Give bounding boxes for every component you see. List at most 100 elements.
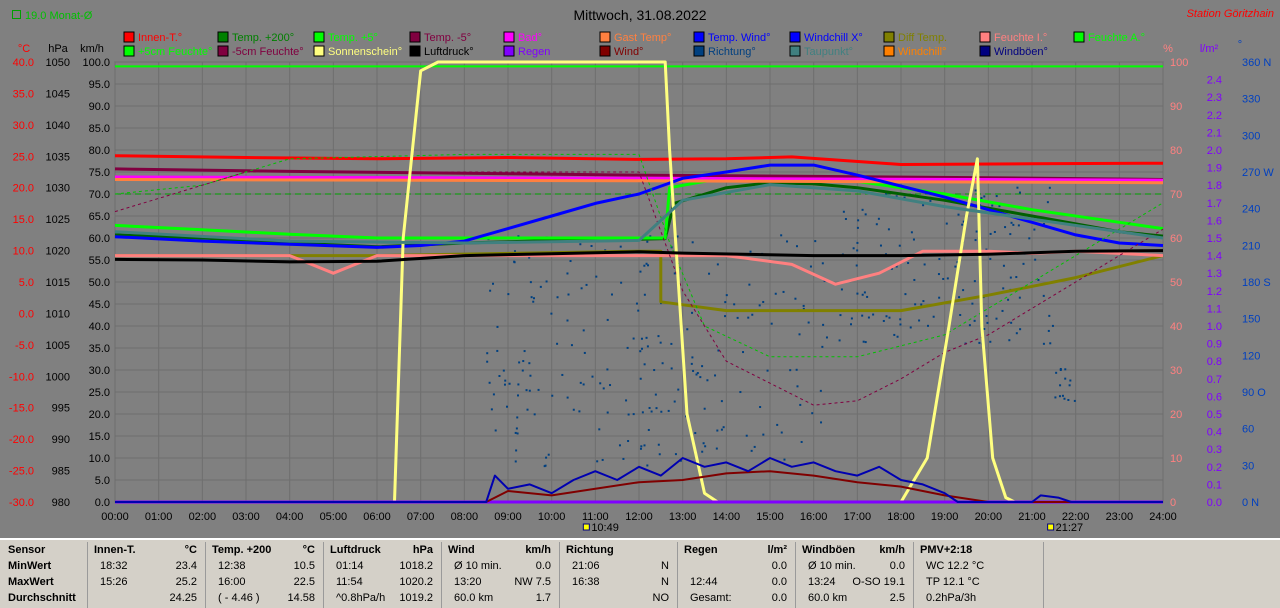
direction-point (569, 260, 572, 263)
legend-swatch (313, 31, 325, 43)
direction-point (739, 391, 742, 394)
sun-event-time: 21:27 (1056, 522, 1084, 534)
direction-point (932, 315, 935, 318)
tick-time: 19:00 (931, 511, 959, 523)
direction-point (749, 250, 752, 253)
direction-point (856, 226, 859, 229)
legend-swatch (599, 45, 611, 57)
cell-value: 24.25 (169, 592, 197, 604)
direction-point (528, 362, 531, 365)
tick-rain: 0.2 (1207, 462, 1222, 474)
direction-point (879, 244, 882, 247)
direction-point (978, 341, 981, 344)
direction-point (1028, 237, 1031, 240)
direction-point (1033, 228, 1036, 231)
legend-label: -5cm Feuchte° (232, 46, 304, 58)
tick-time: 14:00 (713, 511, 741, 523)
direction-point (598, 428, 601, 431)
direction-point (838, 339, 841, 342)
direction-point (632, 337, 635, 340)
stats-section: Regen l/m² 0.0 12:44 0.0 Gesamt: 0.0 (678, 542, 796, 608)
stats-cell-row: 01:14 1018.2 (324, 558, 441, 574)
legend-swatch (217, 45, 229, 57)
tick-speed: 65.0 (89, 211, 110, 223)
stats-cell-row: 13:24 O-SO 19.1 (796, 574, 913, 590)
tick-speed: 30.0 (89, 365, 110, 377)
legend-swatch (1073, 31, 1085, 43)
direction-point (789, 369, 792, 372)
tick-direction: 300 (1242, 130, 1260, 142)
direction-point (654, 393, 657, 396)
cell-value: 10.5 (293, 560, 315, 572)
series-line (114, 153, 1164, 358)
tick-rain: 1.6 (1207, 215, 1222, 227)
direction-point (516, 432, 519, 435)
tick-rain: 2.4 (1207, 75, 1222, 87)
direction-point (528, 389, 531, 392)
legend-label: Wind° (614, 46, 643, 58)
legend-swatch (789, 31, 801, 43)
direction-point (650, 410, 653, 413)
cell-value: 1.7 (535, 592, 551, 604)
tick-temp: -20.0 (9, 434, 34, 446)
legend-label: Temp. Wind° (708, 32, 770, 44)
direction-point (706, 379, 709, 382)
direction-point (896, 335, 899, 338)
direction-point (566, 319, 569, 322)
tick-temp: 30.0 (13, 120, 34, 132)
direction-point (938, 296, 941, 299)
direction-point (640, 337, 643, 340)
legend-swatch (979, 45, 991, 57)
direction-point (957, 213, 960, 216)
stats-cell-row: 12:38 10.5 (206, 558, 323, 574)
direction-point (783, 458, 786, 461)
direction-point (647, 264, 650, 267)
direction-point (750, 449, 753, 452)
cell-time: 13:20 (454, 576, 482, 588)
tick-time: 13:00 (669, 511, 697, 523)
tick-speed: 45.0 (89, 299, 110, 311)
cell-value: 23.4 (175, 560, 197, 572)
direction-point (980, 197, 983, 200)
tick-speed: 75.0 (89, 167, 110, 179)
direction-point (795, 245, 798, 248)
cell-time: 60.0 km (454, 592, 494, 604)
cell-time: 21:06 (572, 560, 600, 572)
direction-point (532, 300, 535, 303)
direction-point (766, 369, 769, 372)
direction-point (704, 445, 707, 448)
monat-average-text: 19.0 Monat-Ø (25, 10, 93, 22)
stats-row-labels: Sensor MinWert MaxWert Durchschnitt (0, 542, 88, 608)
direction-point (637, 309, 640, 312)
tick-pressure: 1015 (46, 277, 70, 289)
legend-swatch (503, 45, 515, 57)
direction-point (701, 365, 704, 368)
direction-point (890, 267, 893, 270)
direction-point (856, 241, 859, 244)
section-unit: km/h (525, 544, 551, 556)
cell-time: 18:32 (100, 560, 128, 572)
direction-point (518, 361, 521, 364)
direction-point (1049, 342, 1052, 345)
stats-cell-row: Windböen km/h (796, 542, 913, 558)
direction-point (985, 315, 988, 318)
direction-point (635, 302, 638, 305)
cell-value: 0.0 (771, 576, 787, 588)
chart-title: Mittwoch, 31.08.2022 (573, 7, 706, 23)
legend-label: Windböen° (994, 46, 1048, 58)
section-unit: °C (302, 544, 315, 556)
direction-point (1015, 276, 1018, 279)
tick-rain: 2.2 (1207, 110, 1222, 122)
legend-swatch (217, 31, 229, 43)
tick-rain: 1.7 (1207, 198, 1222, 210)
cell-time: 0.2hPa/3h (926, 592, 977, 604)
direction-point (887, 228, 890, 231)
direction-point (659, 341, 662, 344)
stats-section: Wind km/h Ø 10 min. 0.0 13:20 NW 7.5 60.0 km 1.… (442, 542, 560, 608)
direction-point (561, 373, 564, 376)
direction-point (989, 232, 992, 235)
direction-point (821, 262, 824, 265)
direction-point (716, 263, 719, 266)
direction-point (962, 220, 965, 223)
direction-point (566, 272, 569, 275)
